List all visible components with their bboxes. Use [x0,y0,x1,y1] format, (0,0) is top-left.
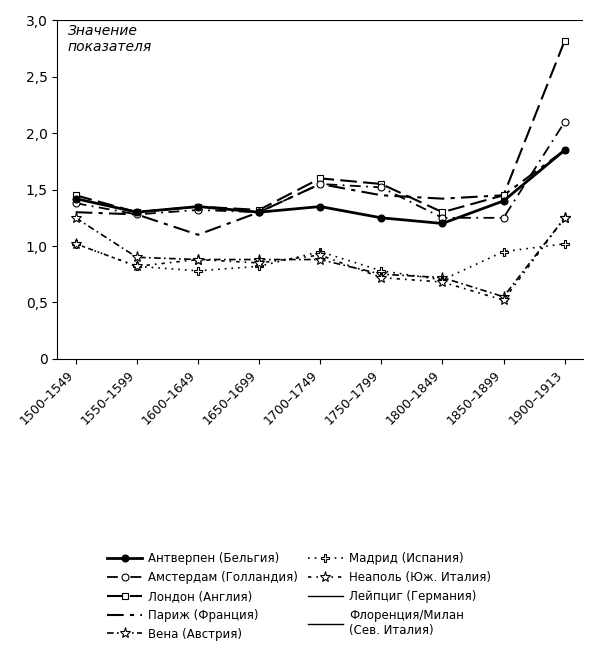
Text: Значение
показателя: Значение показателя [68,24,152,54]
Legend: Антверпен (Бельгия), Амстердам (Голландия), Лондон (Англия), Париж (Франция), Ве: Антверпен (Бельгия), Амстердам (Голланди… [103,549,495,644]
